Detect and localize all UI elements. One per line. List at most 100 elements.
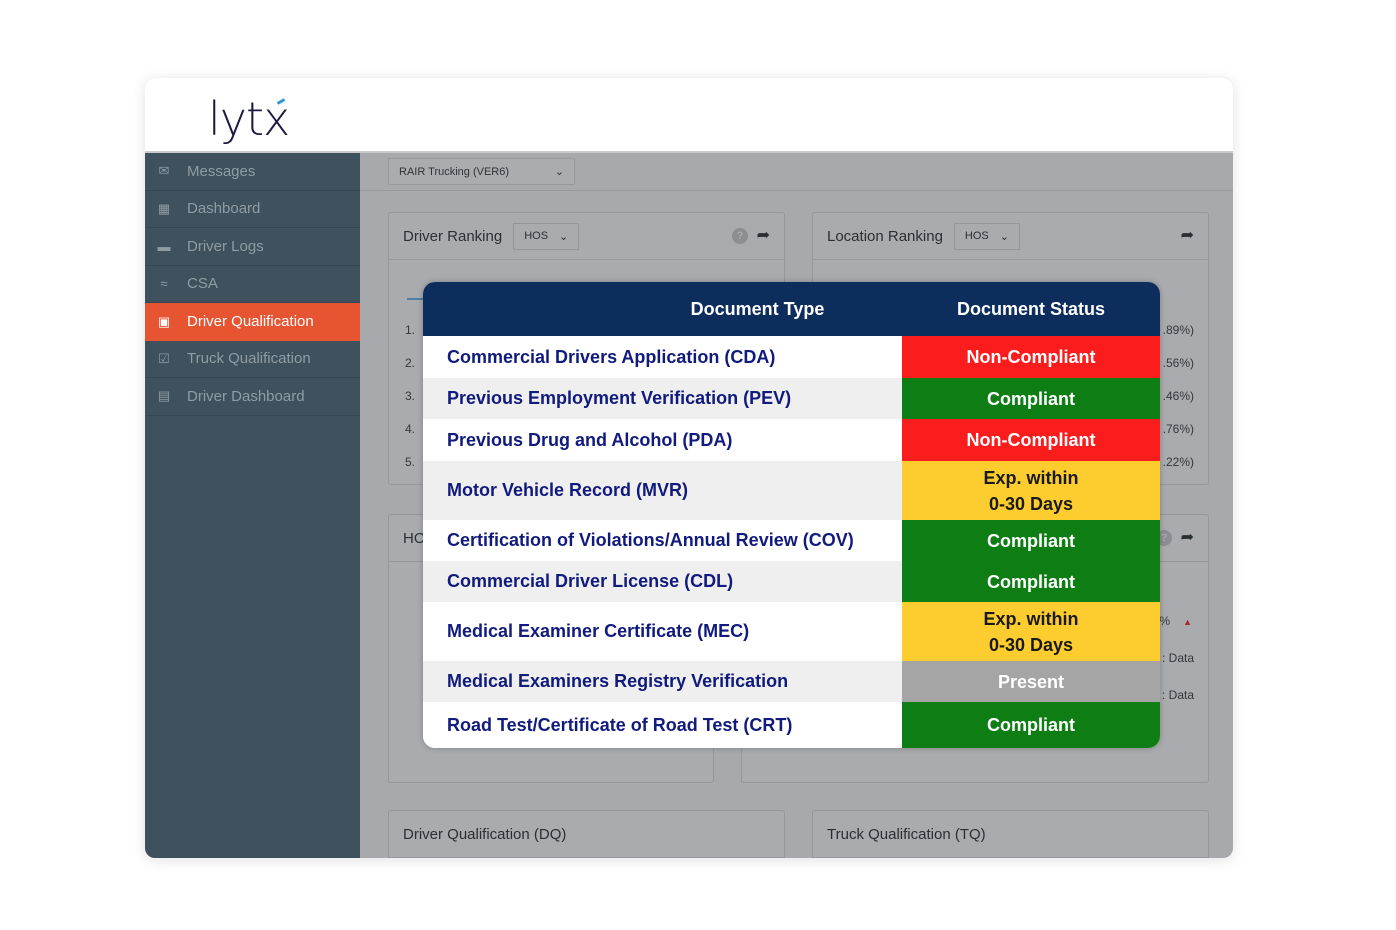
document-type: Certification of Violations/Annual Revie…	[447, 530, 854, 550]
location-ranking-filter[interactable]: HOS ⌄	[953, 222, 1020, 250]
rank-number: 4.	[405, 422, 416, 436]
status-badge: Compliant	[902, 561, 1160, 602]
filter-value: HOS	[964, 230, 989, 242]
table-row: Medical Examiners Registry Verification P…	[423, 661, 1160, 702]
percent-label: %	[1159, 614, 1170, 628]
table-row: Road Test/Certificate of Road Test (CRT)…	[423, 702, 1160, 748]
sidebar-item-label: Dashboard	[187, 200, 261, 218]
document-type-cell: Motor Vehicle Record (MVR)	[423, 461, 902, 520]
table-row: Certification of Violations/Annual Revie…	[423, 520, 1160, 561]
percent-value: .46%)	[1162, 389, 1194, 403]
document-status-modal: Document Type Document Status Commercial…	[423, 282, 1160, 748]
status-text: Present	[997, 671, 1065, 692]
driver-ranking-filter[interactable]: HOS ⌄	[513, 222, 580, 250]
status-badge: Exp. within 0-30 Days	[902, 602, 1160, 661]
sidebar-item-label: Driver Logs	[187, 237, 264, 255]
badge-icon: ▣	[157, 313, 171, 329]
sidebar-item-driver-logs[interactable]: ▬ Driver Logs	[145, 228, 360, 266]
panel-title: Location Ranking	[827, 227, 943, 245]
document-type: Commercial Driver License (CDL)	[447, 571, 734, 591]
top-bar: RAIR Trucking (VER6) ⌄	[360, 153, 1233, 191]
lytx-logo[interactable]: lytx	[208, 92, 290, 146]
status-badge: Non-Compliant	[902, 336, 1160, 378]
document-type-cell: Medical Examiners Registry Verification	[423, 661, 902, 702]
share-icon[interactable]: ➦	[1180, 529, 1194, 546]
company-select[interactable]: RAIR Trucking (VER6) ⌄	[388, 158, 575, 185]
document-icon: ▤	[157, 388, 171, 404]
sidebar-item-label: CSA	[187, 275, 218, 293]
calendar-icon: ▦	[157, 200, 171, 216]
table-row: Previous Employment Verification (PEV) Co…	[423, 378, 1160, 419]
header-document-status: Document Status	[956, 298, 1106, 319]
rank-number: 3.	[405, 389, 416, 403]
sidebar-item-messages[interactable]: ✉ Messages	[145, 153, 360, 191]
rank-number: 5.	[405, 455, 416, 469]
sidebar-item-label: Driver Dashboard	[187, 387, 305, 405]
dq-panel[interactable]: Driver Qualification (DQ)	[388, 810, 785, 858]
sidebar: ✉ Messages ▦ Dashboard ▬ Driver Logs ≈ CSA ▣ Driv…	[145, 153, 360, 858]
chevron-down-icon: ⌄	[554, 166, 564, 178]
status-text: Non-Compliant	[966, 430, 1096, 450]
document-type-cell: Commercial Driver License (CDL)	[423, 561, 902, 602]
filter-value: HOS	[524, 230, 549, 242]
status-text: Compliant	[987, 388, 1075, 409]
share-icon[interactable]: ➦	[756, 227, 770, 244]
status-badge: Non-Compliant	[902, 419, 1160, 461]
percent-value: .56%)	[1162, 356, 1194, 370]
table-row: Motor Vehicle Record (MVR) Exp. within 0-…	[423, 461, 1160, 520]
document-type: Previous Drug and Alcohol (PDA)	[447, 429, 733, 450]
company-select-value: RAIR Trucking (VER6)	[399, 165, 510, 178]
sidebar-item-csa[interactable]: ≈ CSA	[145, 266, 360, 303]
header-document-type: Document Type	[690, 298, 825, 319]
document-type-cell: Commercial Drivers Application (CDA)	[423, 336, 902, 378]
chevron-down-icon: ⌄	[999, 230, 1009, 243]
sidebar-item-driver-qualification[interactable]: ▣ Driver Qualification	[145, 303, 360, 341]
document-type: Medical Examiners Registry Verification	[447, 671, 789, 691]
status-text: Compliant	[987, 530, 1075, 551]
status-text: Compliant	[987, 715, 1075, 735]
header: lytx	[145, 78, 1233, 153]
panel-title: Driver Qualification (DQ)	[403, 825, 567, 843]
document-type: Previous Employment Verification (PEV)	[447, 388, 792, 408]
sidebar-item-label: Messages	[187, 162, 256, 180]
logo-text: lytx	[208, 92, 290, 146]
percent-value: .89%)	[1162, 323, 1194, 337]
legend-label: : Data	[1161, 651, 1194, 665]
document-type: Commercial Drivers Application (CDA)	[447, 346, 776, 367]
chevron-down-icon: ⌄	[558, 230, 569, 243]
clipboard-check-icon: ☑	[158, 350, 170, 366]
status-badge: Exp. within 0-30 Days	[902, 461, 1160, 520]
status-badge: Compliant	[902, 520, 1160, 561]
status-text: Compliant	[987, 571, 1075, 592]
table-header: Document Type Document Status	[423, 282, 1160, 336]
table-row: Commercial Drivers Application (CDA) Non-…	[423, 336, 1160, 378]
document-type-cell: Previous Employment Verification (PEV)	[423, 378, 902, 419]
panel-title: Truck Qualification (TQ)	[827, 825, 986, 843]
rank-number: 1.	[405, 323, 416, 337]
help-icon[interactable]: ?	[732, 228, 748, 244]
table-row: Medical Examiner Certificate (MEC) Exp. w…	[423, 602, 1160, 661]
sidebar-item-dashboard[interactable]: ▦ Dashboard	[145, 191, 360, 228]
tq-panel[interactable]: Truck Qualification (TQ)	[812, 810, 1209, 858]
folder-user-icon: ▬	[157, 238, 171, 254]
share-icon[interactable]: ➦	[1180, 227, 1194, 244]
document-type: Medical Examiner Certificate (MEC)	[447, 621, 750, 641]
sidebar-item-truck-qualification[interactable]: ☑ Truck Qualification	[145, 341, 360, 378]
envelope-icon: ✉	[158, 163, 170, 179]
percent-value: .22%)	[1162, 455, 1194, 469]
status-badge: Present	[902, 661, 1160, 702]
legend-label: : Data	[1161, 688, 1194, 702]
document-type-cell: Certification of Violations/Annual Revie…	[423, 520, 902, 561]
status-badge: Compliant	[902, 702, 1160, 748]
table-row: Commercial Driver License (CDL) Compliant	[423, 561, 1160, 602]
status-text: Non-Compliant	[966, 347, 1096, 367]
help-icon[interactable]: ?	[1156, 530, 1172, 546]
document-type: Road Test/Certificate of Road Test (CRT)	[447, 714, 793, 735]
document-type-cell: Previous Drug and Alcohol (PDA)	[423, 419, 902, 461]
document-type-cell: Medical Examiner Certificate (MEC)	[423, 602, 902, 661]
status-text: Exp. within 0-30 Days	[983, 467, 1079, 514]
panel-title: Driver Ranking	[403, 227, 503, 245]
sidebar-item-driver-dashboard[interactable]: ▤ Driver Dashboard	[145, 378, 360, 416]
signal-icon: ≈	[160, 276, 168, 292]
rank-number: 2.	[405, 356, 416, 370]
